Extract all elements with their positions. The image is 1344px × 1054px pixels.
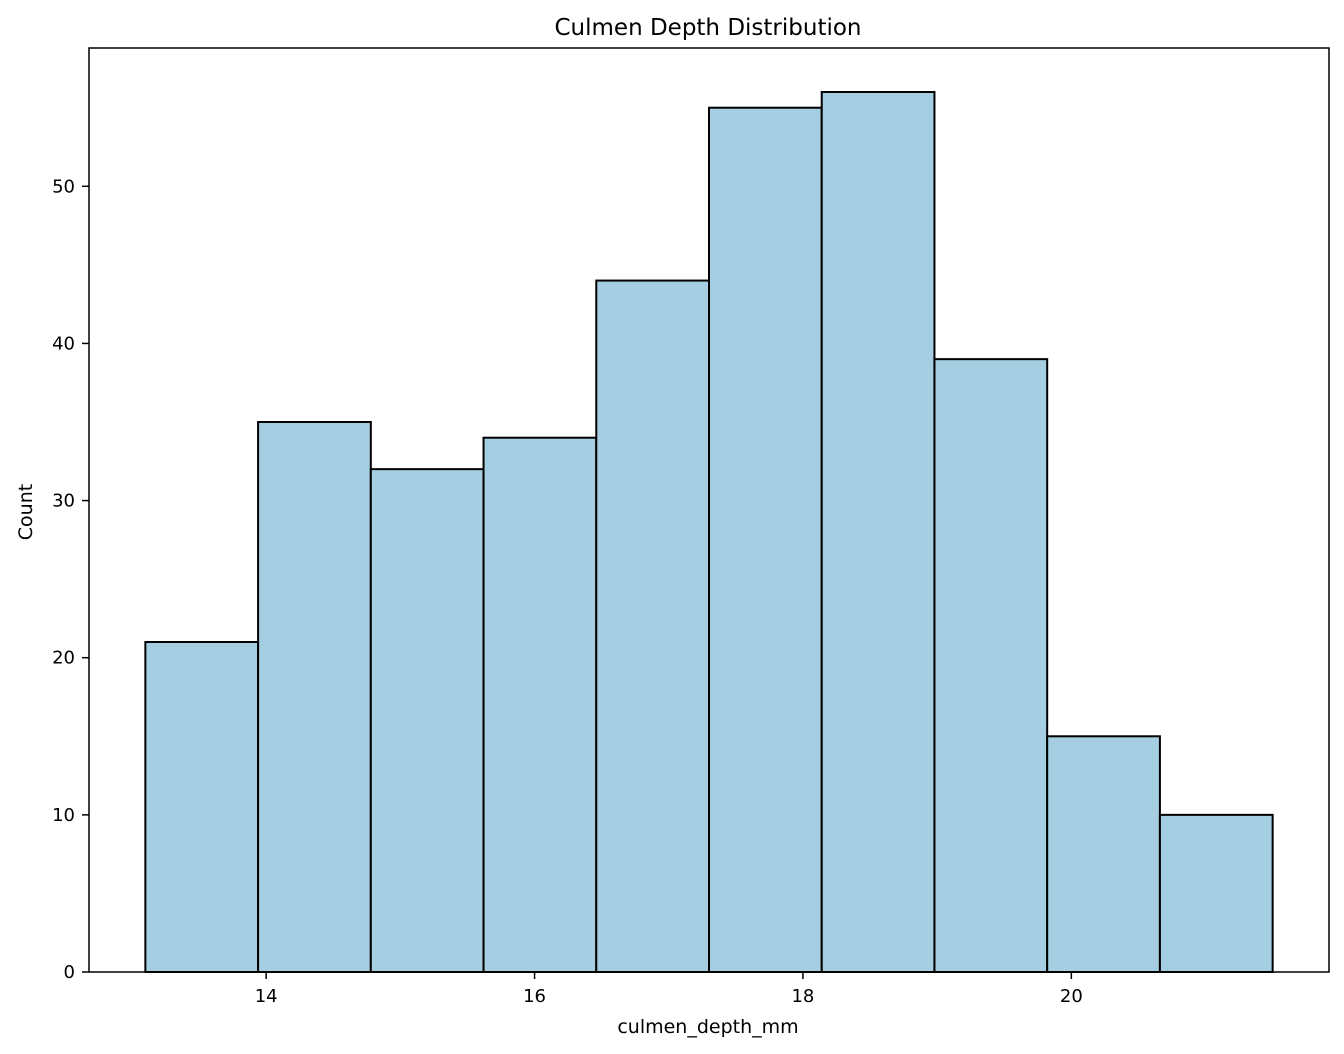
histogram-bar — [1046, 735, 1161, 973]
y-tick-label: 10 — [52, 805, 75, 826]
histogram-bar — [369, 468, 485, 973]
x-tick-label: 20 — [1060, 986, 1083, 1007]
chart-title: Culmen Depth Distribution — [554, 15, 861, 41]
y-tick-label: 20 — [52, 648, 75, 669]
bars-group — [144, 91, 1274, 974]
histogram-bar — [257, 421, 372, 973]
x-tick-label: 14 — [255, 986, 278, 1007]
y-tick-label: 0 — [64, 962, 75, 983]
histogram-bar — [1158, 813, 1274, 973]
histogram-bar — [144, 641, 260, 973]
x-tick-label: 18 — [791, 986, 814, 1007]
plot-frame — [88, 47, 1330, 973]
histogram-bar — [595, 279, 710, 974]
y-tick-label: 50 — [52, 176, 75, 197]
y-axis-label: Count — [15, 484, 37, 540]
x-tick-label: 16 — [523, 986, 546, 1007]
y-tick-label: 40 — [52, 333, 75, 354]
histogram-bar — [933, 358, 1049, 973]
histogram-bar — [820, 91, 936, 973]
histogram-bar — [482, 436, 598, 973]
ticks-group: 14 16 18 20 0 10 20 30 40 50 — [52, 176, 1083, 1007]
y-tick-label: 30 — [52, 491, 75, 512]
histogram-bar — [708, 106, 823, 973]
x-axis-label: culmen_depth_mm — [617, 1016, 798, 1038]
